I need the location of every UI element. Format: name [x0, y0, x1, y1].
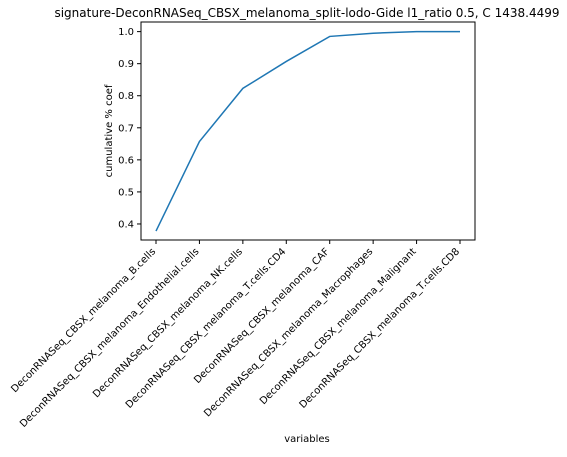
x-tick-label: DeconRNASeq_CBSX_melanoma_Endothelial.ce… — [18, 246, 202, 430]
y-tick-label: 0.7 — [118, 123, 134, 134]
y-tick-label: 0.5 — [118, 187, 134, 198]
chart-title: signature-DeconRNASeq_CBSX_melanoma_spli… — [54, 6, 559, 20]
y-axis-label: cumulative % coef — [104, 84, 115, 177]
y-tick-label: 0.4 — [118, 219, 134, 230]
x-axis: DeconRNASeq_CBSX_melanoma_B.cellsDeconRN… — [9, 240, 462, 430]
y-tick-label: 0.9 — [118, 59, 134, 70]
x-tick-label: DeconRNASeq_CBSX_melanoma_NK.cells — [91, 246, 245, 400]
series-line — [155, 30, 460, 232]
x-tick-label: DeconRNASeq_CBSX_melanoma_Malignant — [258, 246, 419, 407]
x-tick-label: DeconRNASeq_CBSX_melanoma_B.cells — [9, 246, 158, 395]
x-tick-label: DeconRNASeq_CBSX_melanoma_T.cells.CD8 — [298, 246, 463, 411]
y-tick-label: 1.0 — [118, 27, 134, 38]
y-axis: 0.4 0.5 0.6 0.7 0.8 0.9 1.0 — [118, 27, 141, 230]
x-tick-label: DeconRNASeq_CBSX_melanoma_T.cells.CD4 — [124, 246, 289, 411]
y-tick-label: 0.6 — [118, 155, 134, 166]
plot-area — [140, 21, 476, 241]
x-tick-label: DeconRNASeq_CBSX_melanoma_Macrophages — [202, 246, 375, 419]
x-axis-label: variables — [284, 434, 330, 445]
y-tick-label: 0.8 — [118, 91, 134, 102]
